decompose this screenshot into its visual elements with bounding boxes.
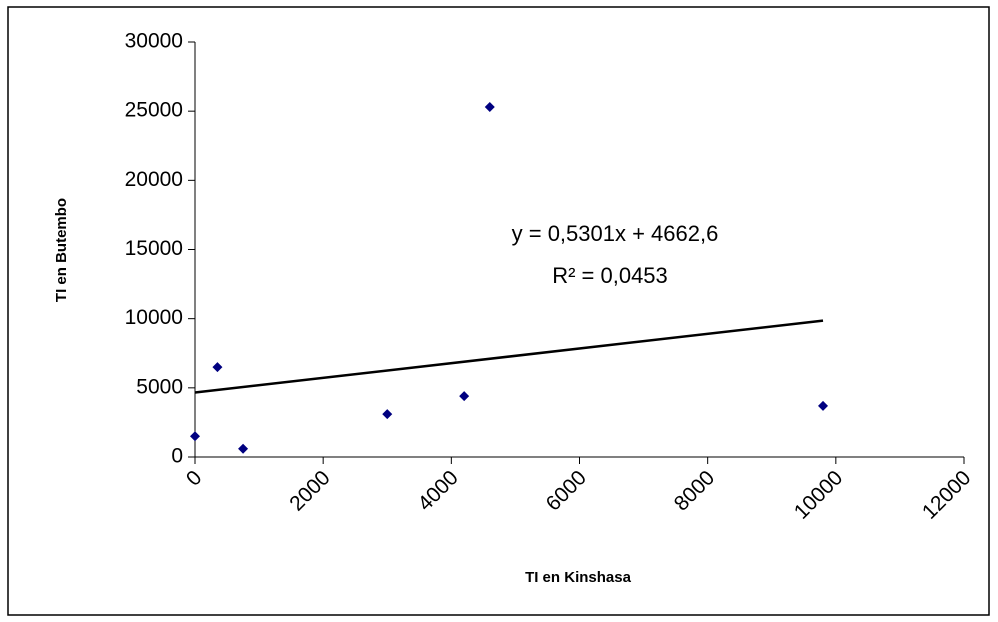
y-tick-label: 0 bbox=[171, 445, 183, 468]
y-tick-label: 20000 bbox=[125, 168, 183, 191]
trendline-equation: y = 0,5301x + 4662,6 bbox=[512, 221, 719, 246]
trendline-r-squared: R² = 0,0453 bbox=[552, 263, 668, 288]
y-tick-label: 25000 bbox=[125, 99, 183, 122]
data-point bbox=[459, 391, 470, 402]
data-point bbox=[190, 431, 200, 442]
data-point bbox=[818, 400, 829, 411]
y-tick-label: 15000 bbox=[125, 237, 183, 260]
y-tick-label: 30000 bbox=[125, 30, 183, 53]
data-point bbox=[238, 443, 249, 454]
trendline bbox=[194, 319, 824, 394]
data-point bbox=[212, 362, 223, 373]
y-tick-label: 5000 bbox=[136, 375, 183, 398]
x-axis-title: TI en Kinshasa bbox=[525, 569, 632, 586]
data-point bbox=[484, 102, 495, 113]
y-tick-label: 10000 bbox=[125, 306, 183, 329]
data-point bbox=[382, 409, 393, 420]
y-axis-title: TI en Butembo bbox=[53, 198, 70, 302]
chart-border bbox=[7, 6, 990, 616]
